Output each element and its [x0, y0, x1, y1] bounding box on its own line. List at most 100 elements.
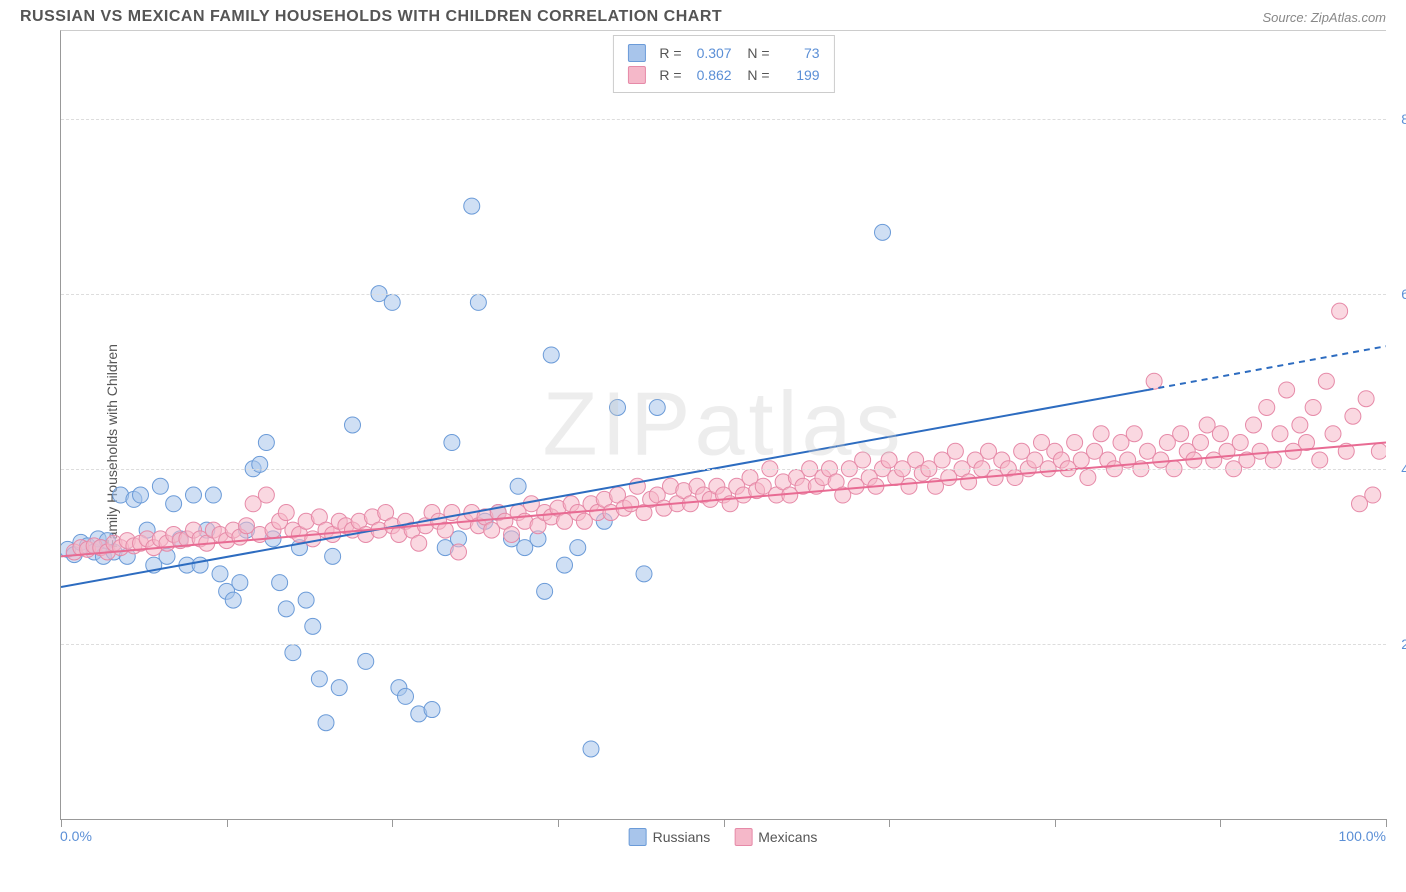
y-tick-label: 40.0%	[1401, 461, 1406, 477]
scatter-point	[1345, 408, 1361, 424]
scatter-point	[311, 671, 327, 687]
gridline	[61, 644, 1386, 645]
scatter-point	[424, 702, 440, 718]
scatter-point	[1193, 435, 1209, 451]
x-tick	[61, 819, 62, 827]
legend-row-mexicans: R = 0.862 N = 199	[627, 64, 819, 86]
r-label: R =	[659, 45, 681, 61]
legend-item-mexicans: Mexicans	[734, 828, 817, 846]
scatter-point	[901, 478, 917, 494]
y-tick-label: 60.0%	[1401, 286, 1406, 302]
scatter-point	[1272, 426, 1288, 442]
r-label: R =	[659, 67, 681, 83]
x-tick	[392, 819, 393, 827]
scatter-point	[258, 435, 274, 451]
scatter-point	[1305, 399, 1321, 415]
scatter-point	[1173, 426, 1189, 442]
x-tick	[1386, 819, 1387, 827]
scatter-point	[1067, 435, 1083, 451]
legend-label-russians: Russians	[653, 829, 711, 845]
scatter-point	[205, 487, 221, 503]
x-tick	[227, 819, 228, 827]
scatter-point	[1318, 373, 1334, 389]
chart-title: RUSSIAN VS MEXICAN FAMILY HOUSEHOLDS WIT…	[20, 8, 722, 26]
scatter-point	[152, 478, 168, 494]
x-tick	[1220, 819, 1221, 827]
scatter-point	[583, 741, 599, 757]
scatter-point	[166, 496, 182, 512]
n-value-russians: 73	[778, 45, 820, 61]
scatter-point	[444, 435, 460, 451]
scatter-point	[610, 399, 626, 415]
scatter-point	[464, 198, 480, 214]
scatter-point	[570, 540, 586, 556]
scatter-point	[557, 557, 573, 573]
scatter-point	[1232, 435, 1248, 451]
scatter-point	[398, 688, 414, 704]
scatter-point	[470, 294, 486, 310]
scatter-point	[1292, 417, 1308, 433]
scatter-point	[278, 505, 294, 521]
scatter-point	[318, 715, 334, 731]
swatch-russians-icon	[629, 828, 647, 846]
gridline	[61, 294, 1386, 295]
swatch-mexicans-icon	[734, 828, 752, 846]
scatter-point	[358, 653, 374, 669]
scatter-point	[345, 417, 361, 433]
scatter-point	[186, 487, 202, 503]
r-value-russians: 0.307	[690, 45, 732, 61]
y-tick-label: 20.0%	[1401, 636, 1406, 652]
n-value-mexicans: 199	[778, 67, 820, 83]
scatter-point	[855, 452, 871, 468]
scatter-point	[649, 399, 665, 415]
scatter-point	[1080, 470, 1096, 486]
scatter-point	[1212, 426, 1228, 442]
scatter-point	[331, 680, 347, 696]
source-label: Source: ZipAtlas.com	[1262, 10, 1386, 25]
scatter-point	[504, 526, 520, 542]
scatter-point	[285, 645, 301, 661]
scatter-point	[212, 566, 228, 582]
scatter-point	[411, 535, 427, 551]
x-max-label: 100.0%	[1339, 828, 1386, 844]
x-min-label: 0.0%	[60, 828, 92, 844]
scatter-point	[961, 474, 977, 490]
scatter-svg	[61, 31, 1386, 819]
scatter-point	[258, 487, 274, 503]
legend-row-russians: R = 0.307 N = 73	[627, 42, 819, 64]
scatter-point	[510, 478, 526, 494]
scatter-point	[947, 443, 963, 459]
chart-header: RUSSIAN VS MEXICAN FAMILY HOUSEHOLDS WIT…	[0, 0, 1406, 30]
x-axis-row: 0.0% Russians Mexicans 100.0%	[60, 828, 1386, 858]
scatter-point	[232, 575, 248, 591]
scatter-point	[1265, 452, 1281, 468]
scatter-point	[451, 544, 467, 560]
scatter-point	[272, 575, 288, 591]
x-tick	[889, 819, 890, 827]
scatter-point	[1093, 426, 1109, 442]
n-label: N =	[740, 67, 770, 83]
correlation-legend: R = 0.307 N = 73 R = 0.862 N = 199	[612, 35, 834, 93]
scatter-point	[298, 592, 314, 608]
scatter-point	[537, 583, 553, 599]
trend-line-dash	[1148, 346, 1387, 390]
scatter-point	[1325, 426, 1341, 442]
scatter-point	[1365, 487, 1381, 503]
scatter-point	[384, 294, 400, 310]
scatter-point	[1126, 426, 1142, 442]
scatter-point	[543, 347, 559, 363]
scatter-point	[192, 557, 208, 573]
scatter-point	[1279, 382, 1295, 398]
scatter-point	[325, 548, 341, 564]
scatter-point	[1246, 417, 1262, 433]
swatch-russians	[627, 44, 645, 62]
n-label: N =	[740, 45, 770, 61]
y-tick-label: 80.0%	[1401, 111, 1406, 127]
scatter-point	[278, 601, 294, 617]
scatter-point	[1358, 391, 1374, 407]
series-legend: Russians Mexicans	[629, 828, 818, 846]
legend-item-russians: Russians	[629, 828, 711, 846]
trend-line	[61, 390, 1148, 587]
swatch-mexicans	[627, 66, 645, 84]
scatter-point	[636, 566, 652, 582]
